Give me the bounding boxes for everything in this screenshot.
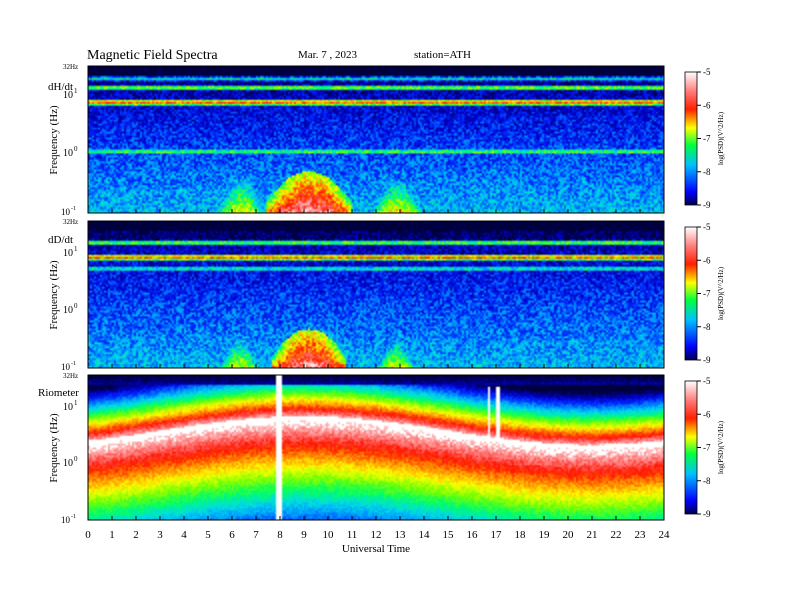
chart-station: station=ATH bbox=[414, 49, 471, 61]
y-tick-01: 10 bbox=[61, 207, 71, 217]
panel-dd-dt: dD/dt 32Hz 10 1 10 0 10 -1 Frequency (Hz… bbox=[48, 218, 665, 372]
colorbar-tick-label: -7 bbox=[703, 134, 711, 144]
colorbar-tick-label: -5 bbox=[703, 222, 711, 232]
y-tick-10: 10 bbox=[63, 248, 73, 259]
y-tick-10: 10 bbox=[63, 402, 73, 413]
x-tick-label: 16 bbox=[467, 529, 479, 541]
y-tick-1: 10 bbox=[63, 148, 73, 159]
x-tick-label: 20 bbox=[563, 529, 575, 541]
y-tick-1-exp: 0 bbox=[74, 455, 78, 463]
colorbar-tick-label: -5 bbox=[703, 376, 711, 386]
x-tick-label: 2 bbox=[133, 529, 139, 541]
x-tick-label: 7 bbox=[253, 529, 259, 541]
x-tick-label: 13 bbox=[395, 529, 407, 541]
y-tick-10-exp: 1 bbox=[74, 245, 78, 253]
spectrogram-dd-dt bbox=[88, 221, 664, 368]
y-tick-10: 10 bbox=[63, 90, 73, 101]
colorbar-scale bbox=[684, 226, 698, 361]
panel-label-dd-dt: dD/dt bbox=[48, 234, 73, 246]
y-axis-label: Frequency (Hz) bbox=[48, 413, 60, 483]
x-tick-label: 18 bbox=[515, 529, 527, 541]
x-axis-label: Universal Time bbox=[342, 543, 410, 555]
y-tick-01: 10 bbox=[61, 362, 71, 372]
y-tick-1: 10 bbox=[63, 305, 73, 316]
x-axis: 0 1 2 3 4 5 6 7 8 9 10 11 12 13 14 15 16 17 18 19 20 21 22 23 24 bbox=[85, 209, 670, 541]
y-tick-1-exp: 0 bbox=[74, 145, 78, 153]
panel-label-riometer: Riometer bbox=[38, 387, 79, 399]
y-tick-01-exp: -1 bbox=[71, 206, 76, 212]
x-tick-label: 23 bbox=[635, 529, 647, 541]
x-tick-label: 15 bbox=[443, 529, 455, 541]
colorbar-tick-label: -5 bbox=[703, 67, 711, 77]
colorbar-label: log(PSD)(V^2/Hz) bbox=[717, 111, 725, 165]
x-tick-label: 12 bbox=[371, 529, 382, 541]
spectrogram-dh-dt bbox=[88, 66, 664, 213]
x-tick-label: 3 bbox=[157, 529, 163, 541]
colorbar-tick-label: -9 bbox=[703, 355, 711, 365]
chart-title: Magnetic Field Spectra bbox=[87, 48, 218, 63]
x-tick-label: 5 bbox=[205, 529, 211, 541]
y-tick-10-exp: 1 bbox=[74, 87, 78, 95]
y-tick-01: 10 bbox=[61, 515, 71, 525]
colorbar-tick-label: -9 bbox=[703, 200, 711, 210]
y-tick-01-exp: -1 bbox=[71, 361, 76, 367]
y-top-label: 32Hz bbox=[63, 372, 78, 380]
y-axis-label: Frequency (Hz) bbox=[48, 105, 60, 175]
colorbar-scale bbox=[684, 71, 698, 206]
x-tick-label: 4 bbox=[181, 529, 187, 541]
panel-dh-dt: dH/dt 32Hz 10 1 10 0 10 -1 Frequency (Hz… bbox=[48, 63, 665, 217]
y-tick-1-exp: 0 bbox=[74, 302, 78, 310]
y-tick-10-exp: 1 bbox=[74, 399, 78, 407]
panel-label-dh-dt: dH/dt bbox=[48, 81, 73, 93]
y-top-label: 32Hz bbox=[63, 63, 78, 71]
colorbar-tick-label: -9 bbox=[703, 509, 711, 519]
chart-date: Mar. 7 , 2023 bbox=[298, 49, 357, 61]
x-tick-label: 1 bbox=[109, 529, 115, 541]
colorbar-tick-label: -6 bbox=[703, 409, 711, 419]
x-tick-label: 21 bbox=[587, 529, 598, 541]
panel-riometer: Riometer 32Hz 10 1 10 0 10 -1 Frequency … bbox=[38, 372, 665, 525]
spectrogram-riometer bbox=[88, 375, 664, 520]
colorbar-label: log(PSD)(V^2/Hz) bbox=[717, 420, 725, 474]
colorbar: -9 -8 -7 -6 -5 log(PSD)(V^2/Hz) bbox=[684, 222, 725, 365]
x-tick-label: 11 bbox=[347, 529, 358, 541]
x-tick-label: 9 bbox=[301, 529, 307, 541]
y-tick-01-exp: -1 bbox=[71, 514, 76, 520]
x-tick-label: 24 bbox=[659, 529, 671, 541]
y-axis-label: Frequency (Hz) bbox=[48, 260, 60, 330]
colorbar: -9 -8 -7 -6 -5 log(PSD)(V^2/Hz) bbox=[684, 67, 725, 210]
x-tick-label: 14 bbox=[419, 529, 431, 541]
colorbar-tick-label: -8 bbox=[703, 476, 711, 486]
y-tick-1: 10 bbox=[63, 458, 73, 469]
colorbar-tick-label: -6 bbox=[703, 100, 711, 110]
colorbar: -9 -8 -7 -6 -5 log(PSD)(V^2/Hz) bbox=[684, 376, 725, 519]
colorbar-tick-label: -6 bbox=[703, 255, 711, 265]
x-tick-label: 6 bbox=[229, 529, 235, 541]
colorbar-tick-label: -8 bbox=[703, 322, 711, 332]
colorbar-label: log(PSD)(V^2/Hz) bbox=[717, 266, 725, 320]
x-tick-label: 19 bbox=[539, 529, 551, 541]
x-tick-label: 17 bbox=[491, 529, 503, 541]
colorbar-tick-label: -7 bbox=[703, 289, 711, 299]
x-tick-label: 8 bbox=[277, 529, 283, 541]
x-tick-label: 0 bbox=[85, 529, 91, 541]
colorbar-tick-label: -7 bbox=[703, 443, 711, 453]
x-tick-label: 22 bbox=[611, 529, 622, 541]
x-tick-label: 10 bbox=[323, 529, 335, 541]
colorbar-tick-label: -8 bbox=[703, 167, 711, 177]
colorbar-scale bbox=[684, 380, 698, 515]
colorbars: -9 -8 -7 -6 -5 log(PSD)(V^2/Hz) -9 -8 -7 -6 -5 log(… bbox=[684, 67, 725, 519]
y-top-label: 32Hz bbox=[63, 218, 78, 226]
